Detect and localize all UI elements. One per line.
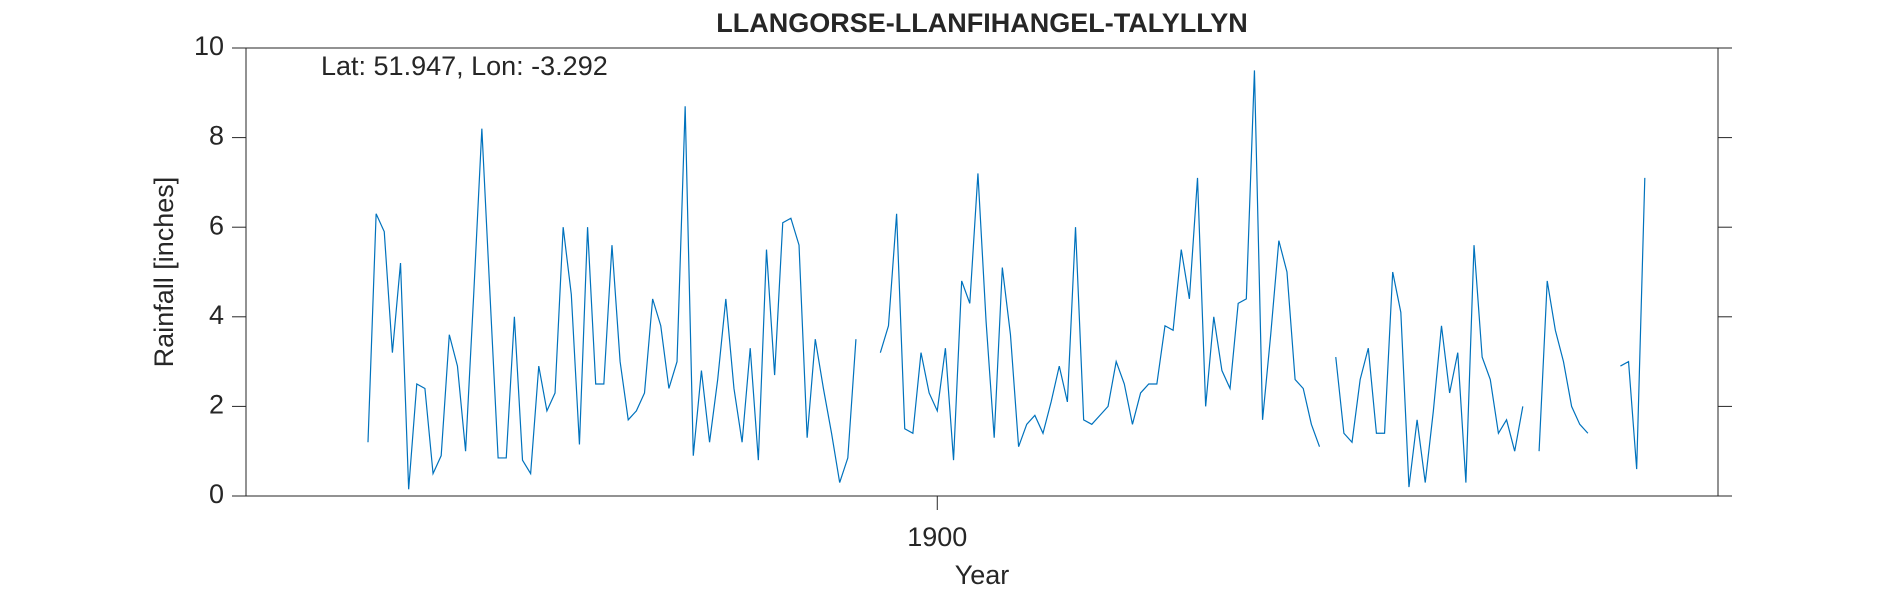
- chart-title: LLANGORSE-LLANFIHANGEL-TALYLLYN: [716, 8, 1247, 38]
- y-tick-label: 8: [209, 121, 224, 151]
- plot-area: [245, 47, 1719, 497]
- y-tick-label: 6: [209, 210, 224, 240]
- y-tick-label: 2: [209, 390, 224, 420]
- x-tick-label: 1900: [907, 522, 967, 552]
- y-tick-label: 0: [209, 479, 224, 509]
- rainfall-line: [367, 70, 1646, 490]
- y-axis-label: Rainfall [inches]: [149, 177, 179, 368]
- annotation: Lat: 51.947, Lon: -3.292: [321, 51, 608, 81]
- x-axis-label: Year: [955, 560, 1010, 590]
- y-tick-label: 10: [194, 31, 224, 61]
- y-tick-label: 4: [209, 300, 224, 330]
